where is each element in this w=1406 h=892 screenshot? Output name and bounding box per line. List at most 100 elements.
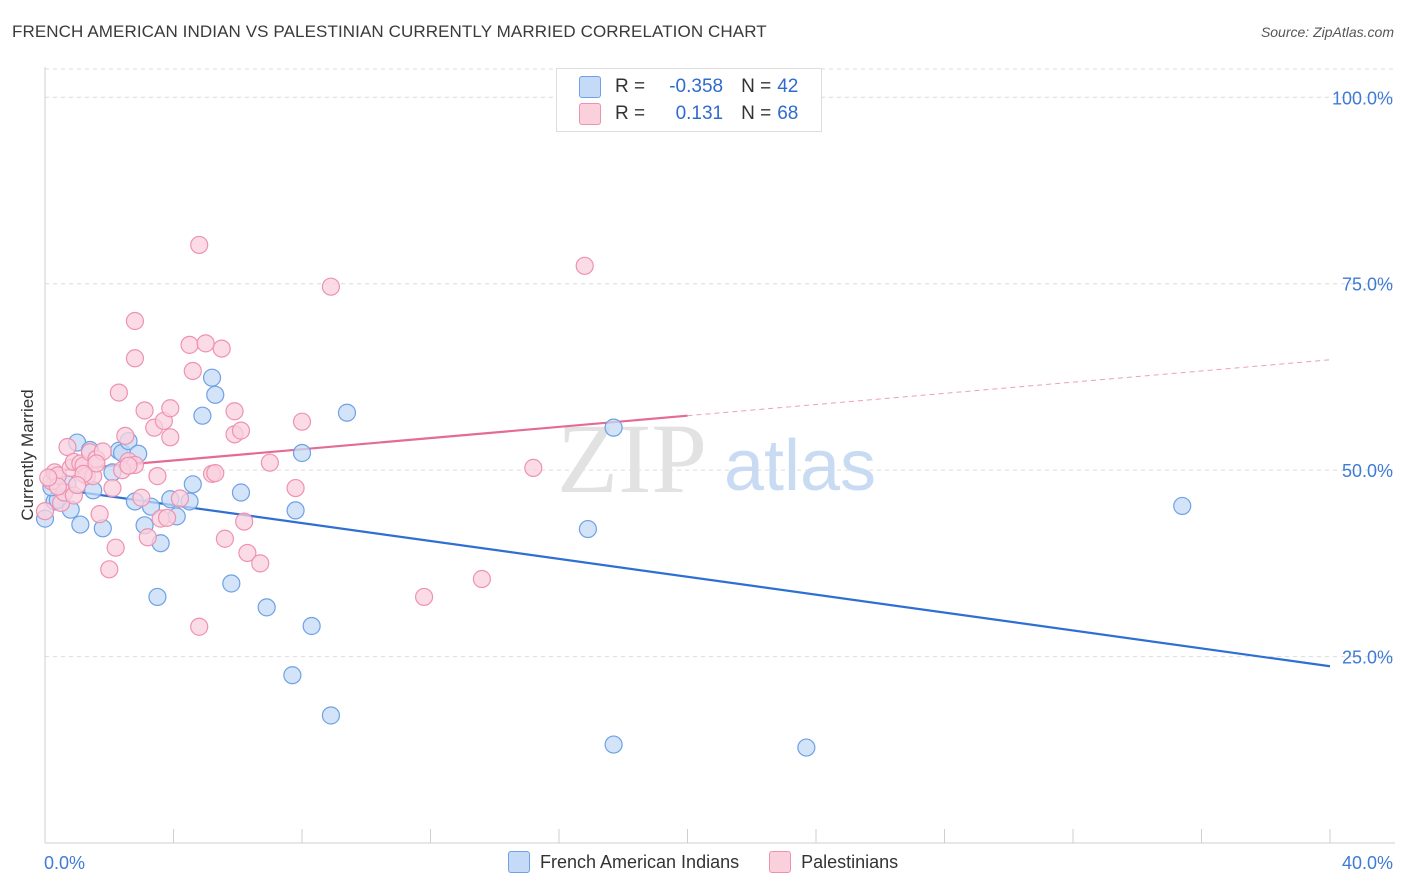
palestinian-point [109, 383, 128, 402]
palestinian-point [68, 475, 87, 495]
legend-r-label: R = [615, 76, 646, 97]
french-american-indian-point [292, 443, 312, 463]
legend-n-label: N = [741, 76, 772, 97]
data-points [35, 235, 1192, 757]
palestinian-point [135, 401, 154, 420]
palestinian-point [106, 538, 125, 557]
grid-lines [45, 68, 1395, 658]
legend-swatch-blue [579, 76, 601, 98]
axes [44, 67, 1395, 844]
french-american-indian-point [797, 738, 816, 757]
palestinian-point [116, 426, 135, 445]
french-american-indian-point [257, 598, 276, 617]
palestinian-point [575, 256, 594, 275]
legend-r-label: R = [615, 103, 646, 124]
legend-n-label: N = [741, 103, 772, 124]
palestinian-point [100, 560, 119, 579]
correlation-legend: R = -0.358 N = 42 R = 0.131 N = 68 [556, 68, 822, 132]
legend-r-value: 0.131 [675, 103, 724, 124]
palestinian-point [157, 508, 177, 527]
x-tick-label: 40.0% [1342, 853, 1393, 873]
palestinian-point [321, 277, 341, 296]
series-label: French American Indians [540, 851, 740, 872]
palestinian-trend-line-extension [687, 359, 1331, 417]
palestinian-point [215, 529, 234, 548]
palestinian-point [238, 543, 257, 563]
chart-title: FRENCH AMERICAN INDIAN VS PALESTINIAN CU… [12, 22, 767, 41]
legend-row-palestinians: R = 0.131 N = 68 [579, 100, 798, 128]
trend-lines [44, 359, 1331, 668]
french-american-indian-point [202, 368, 222, 387]
legend-swatch-pink [579, 103, 601, 125]
palestinian-point [183, 361, 202, 381]
palestinian-point [138, 528, 157, 547]
legend-n-value: 42 [777, 76, 799, 97]
french-american-indian-point [286, 501, 305, 520]
palestinian-point [251, 554, 270, 573]
palestinian-point [260, 453, 279, 472]
palestinian-point [119, 456, 138, 475]
palestinian-point [231, 421, 251, 440]
tick-labels: 25.0% 50.0% 75.0% 100.0% 0.0% 40.0% [44, 88, 1393, 873]
palestinian-point [190, 235, 209, 255]
series-legend-palestinians[interactable]: Palestinians [769, 851, 898, 873]
french-american-indian-point [1173, 496, 1192, 516]
legend-row-french-american-indians: R = -0.358 N = 42 [579, 73, 798, 101]
series-label: Palestinians [801, 851, 899, 872]
palestinian-point [148, 467, 167, 486]
french-american-indian-point [193, 406, 212, 425]
palestinian-point [206, 464, 225, 483]
y-tick-label: 75.0% [1342, 275, 1393, 295]
y-axis-label: Currently Married [18, 389, 37, 520]
french-american-indian-point [231, 483, 251, 502]
french-american-indian-point [222, 574, 241, 593]
palestinian-point [90, 505, 109, 524]
y-tick-label: 100.0% [1332, 88, 1393, 108]
french-american-indian-point [283, 666, 302, 685]
french-american-indian-point [71, 515, 90, 534]
palestinian-point [39, 468, 58, 487]
palestinian-point [87, 454, 106, 473]
french-american-indian-point [604, 418, 623, 437]
series-swatch-pink [769, 851, 792, 873]
french-american-indian-point [604, 735, 623, 754]
palestinian-point [472, 569, 491, 589]
palestinian-point [35, 502, 55, 521]
palestinian-point [161, 399, 180, 418]
palestinian-point [524, 458, 543, 478]
french-american-indian-trend-line [44, 486, 1331, 668]
series-legend: French American Indians Palestinians [508, 851, 928, 873]
french-american-indian-point [321, 706, 341, 725]
series-swatch-blue [508, 851, 530, 873]
palestinian-trend-line [44, 414, 688, 473]
x-tick-label: 0.0% [44, 853, 85, 873]
palestinian-point [196, 334, 215, 353]
palestinian-point [103, 478, 122, 498]
palestinian-point [212, 339, 231, 358]
series-legend-french-american-indians[interactable]: French American Indians [508, 851, 739, 873]
palestinian-point [180, 335, 199, 354]
legend-n-value: 68 [777, 103, 799, 124]
palestinian-point [292, 412, 312, 431]
palestinian-point [286, 478, 305, 498]
y-tick-label: 50.0% [1342, 461, 1393, 481]
palestinian-point [125, 349, 145, 368]
y-tick-label: 25.0% [1342, 648, 1393, 668]
palestinian-point [190, 617, 209, 636]
french-american-indian-point [578, 519, 598, 539]
legend-r-value: -0.358 [669, 76, 724, 97]
watermark-atlas: atlas [724, 426, 876, 506]
palestinian-point [132, 488, 151, 507]
palestinian-point [125, 311, 145, 331]
palestinian-point [235, 512, 254, 531]
palestinian-point [161, 428, 180, 447]
french-american-indian-point [302, 616, 321, 636]
chart-source: Source: ZipAtlas.com [1260, 24, 1394, 40]
watermark: ZIP atlas [557, 403, 876, 514]
palestinian-point [414, 587, 434, 607]
french-american-indian-point [183, 475, 202, 494]
french-american-indian-point [206, 385, 225, 404]
palestinian-point [170, 489, 190, 508]
french-american-indian-point [148, 587, 167, 607]
